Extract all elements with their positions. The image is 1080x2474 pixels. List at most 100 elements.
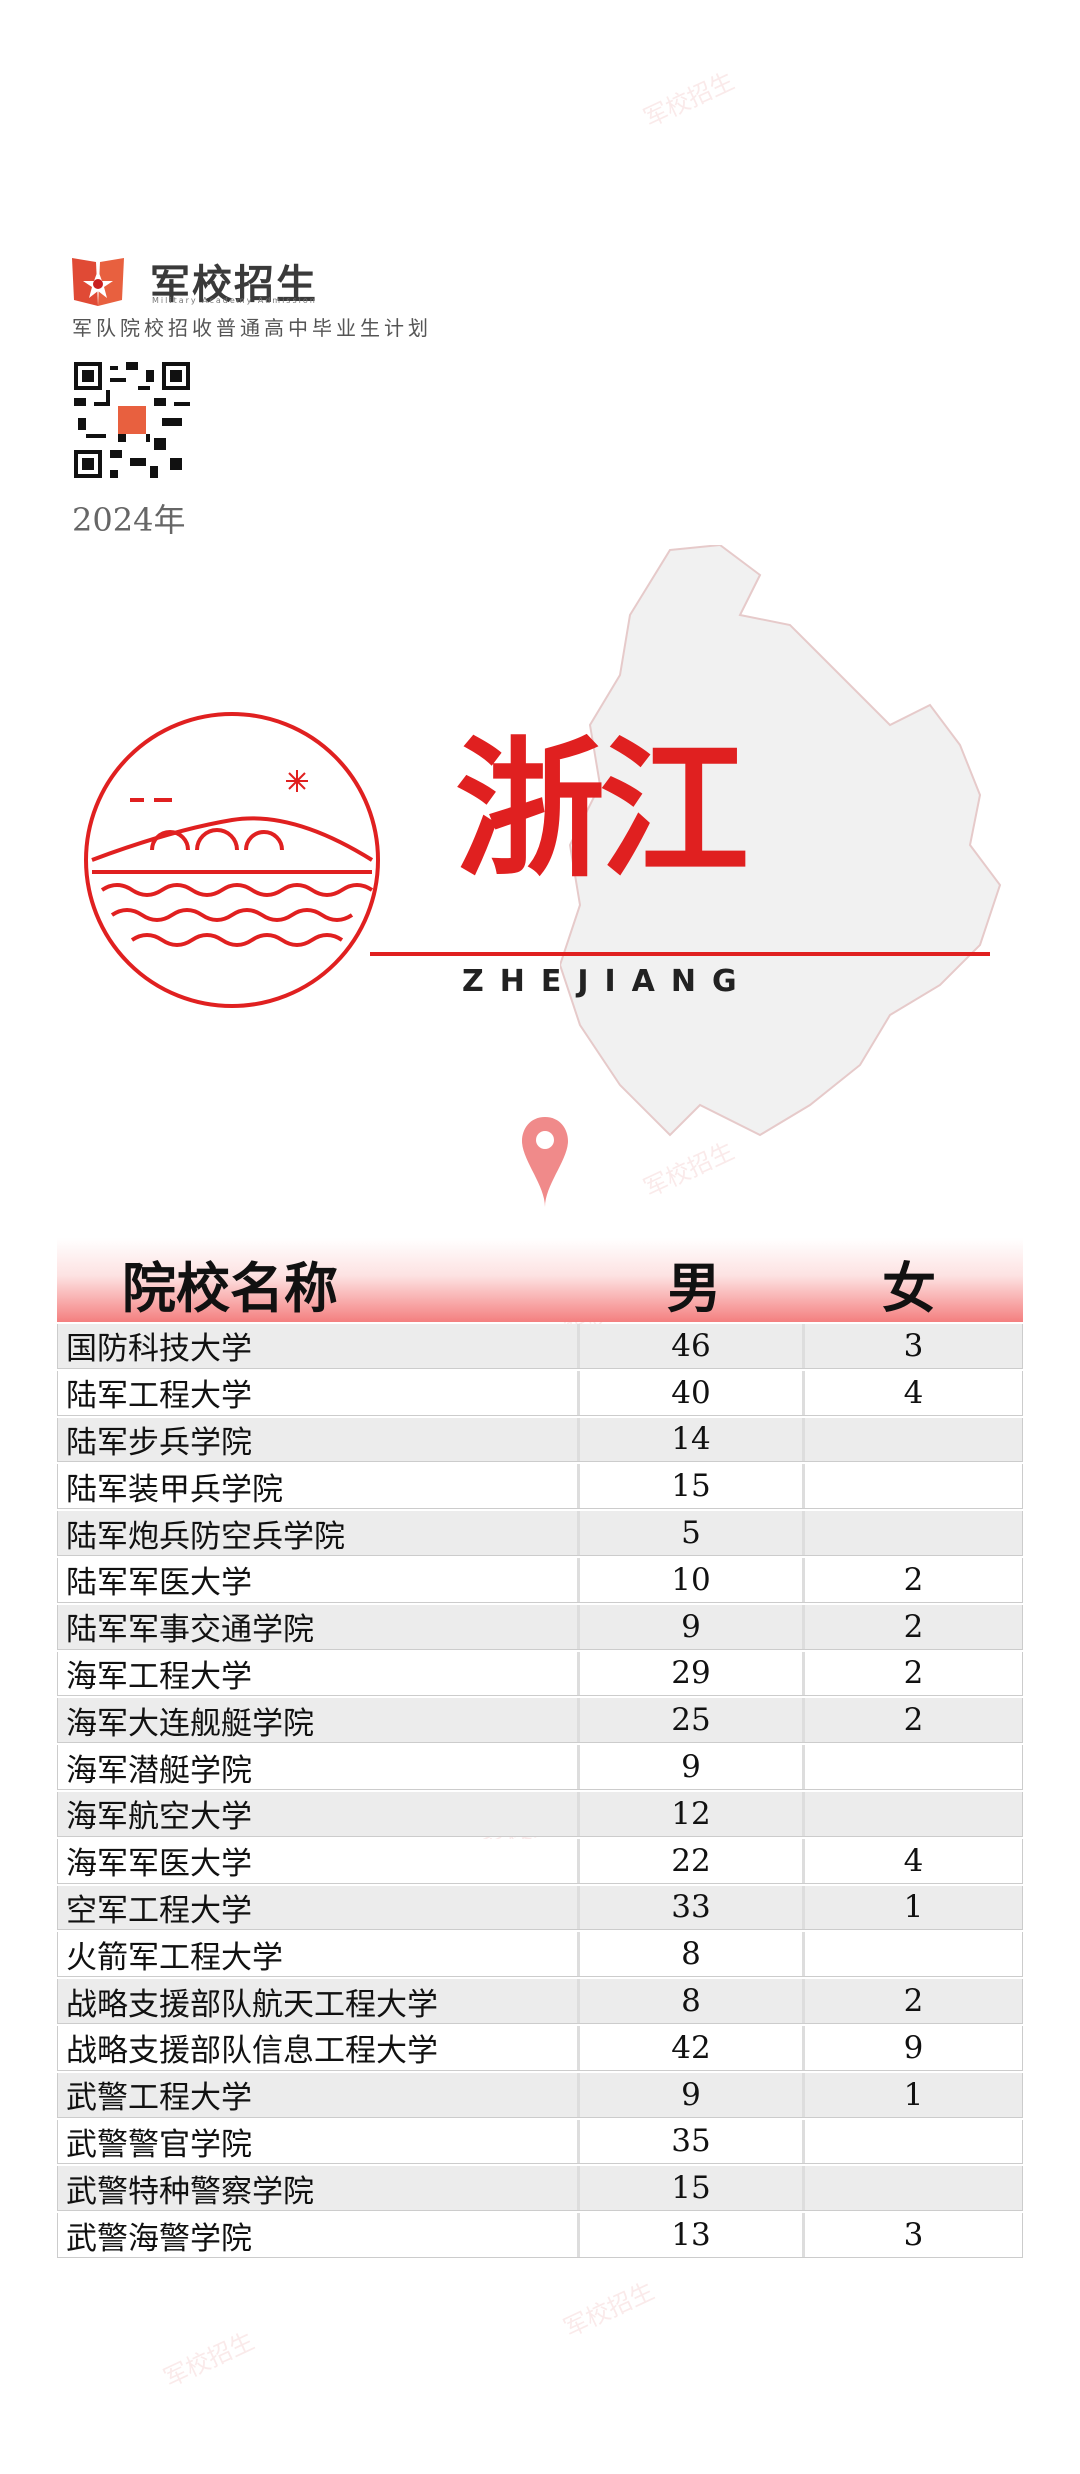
admission-plan-table: 院校名称 男 女 国防科技大学 46 3 陆军工程大学 40 4 陆军步兵学院 14 陆军装甲兵… [57,1238,1023,2258]
watermark: 军校招生 [159,2326,259,2393]
school-name: 海军航空大学 [58,1791,580,1836]
table-body: 国防科技大学 46 3 陆军工程大学 40 4 陆军步兵学院 14 陆军装甲兵学院 15 陆军炮兵防… [57,1324,1023,2258]
female-count: 1 [903,2076,924,2113]
female-count: 1 [903,1889,924,1926]
qr-code[interactable] [74,362,190,478]
table-row: 战略支援部队信息工程大学 42 9 [57,2025,1023,2071]
female-count [805,1745,1022,1789]
female-count: 3 [903,2217,924,2254]
table-row: 武警警官学院 35 [57,2119,1023,2165]
watermark: 军校招生 [639,1136,739,1203]
male-count: 15 [580,1464,805,1509]
header-school-name: 院校名称 [122,1257,338,1320]
male-count: 35 [580,2119,805,2164]
female-count: 4 [903,1842,924,1879]
male-count: 15 [580,2166,805,2211]
table-header: 院校名称 男 女 [57,1238,1023,1322]
school-name: 陆军装甲兵学院 [58,1464,580,1509]
school-name: 海军工程大学 [58,1651,580,1696]
female-count [805,2120,1022,2164]
location-pin-icon [522,1117,568,1207]
brand-tagline: Military Academy Admission [152,296,317,305]
school-name: 武警海警学院 [58,2213,580,2257]
logo-icon [72,258,124,306]
school-name: 武警特种警察学院 [58,2166,580,2211]
school-name: 战略支援部队信息工程大学 [58,2025,580,2070]
table-row: 陆军工程大学 40 4 [57,1370,1023,1416]
page-subtitle: 军队院校招收普通高中毕业生计划 [72,316,432,340]
school-name: 火箭军工程大学 [58,1932,580,1977]
table-row: 火箭军工程大学 8 [57,1932,1023,1978]
table-row: 国防科技大学 46 3 [57,1324,1023,1369]
male-count: 12 [580,1791,805,1836]
male-count: 9 [580,2072,805,2117]
female-count [805,1511,1022,1555]
table-row: 陆军装甲兵学院 15 [57,1464,1023,1510]
male-count: 25 [580,1698,805,1743]
year-label: 2024年 [72,501,186,539]
male-count: 42 [580,2025,805,2070]
table-row: 海军大连舰艇学院 25 2 [57,1698,1023,1744]
school-name: 海军潜艇学院 [58,1745,580,1789]
female-count: 2 [903,1655,924,1692]
watermark: 军校招生 [559,2276,659,2343]
male-count: 46 [580,1324,805,1368]
female-count: 4 [903,1374,924,1411]
province-name: 浙江 [455,722,749,898]
school-name: 陆军军医大学 [58,1557,580,1602]
table-row: 海军潜艇学院 9 [57,1745,1023,1790]
divider [370,952,990,956]
table-row: 海军军医大学 22 4 [57,1838,1023,1884]
female-count [805,1932,1022,1976]
male-count: 5 [580,1511,805,1555]
male-count: 14 [580,1417,805,1462]
header-male: 男 [667,1257,721,1320]
female-count [805,1792,1022,1836]
female-count: 2 [903,1702,924,1739]
school-name: 陆军步兵学院 [58,1417,580,1462]
school-name: 国防科技大学 [58,1324,580,1368]
province-pinyin: ZHEJIANG [462,964,753,999]
province-map-silhouette [560,545,1002,1137]
school-name: 海军军医大学 [58,1838,580,1883]
male-count: 9 [580,1745,805,1789]
table-row: 陆军炮兵防空兵学院 5 [57,1511,1023,1556]
female-count: 2 [903,1983,924,2020]
table-row: 空军工程大学 33 1 [57,1885,1023,1931]
header-female: 女 [882,1257,936,1320]
male-count: 33 [580,1885,805,1930]
brand-name: 军校招生 [150,262,318,308]
male-count: 8 [580,1932,805,1977]
school-name: 武警警官学院 [58,2119,580,2164]
table-row: 陆军军事交通学院 9 2 [57,1604,1023,1650]
table-row: 陆军军医大学 10 2 [57,1557,1023,1603]
table-row: 武警工程大学 9 1 [57,2072,1023,2118]
female-count: 9 [903,2029,924,2066]
male-count: 22 [580,1838,805,1883]
male-count: 9 [580,1604,805,1649]
school-name: 陆军炮兵防空兵学院 [58,1511,580,1555]
female-count: 2 [903,1561,924,1598]
table-row: 海军航空大学 12 [57,1791,1023,1837]
table-row: 陆军步兵学院 14 [57,1417,1023,1463]
school-name: 武警工程大学 [58,2072,580,2117]
table-row: 武警海警学院 13 3 [57,2213,1023,2258]
male-count: 10 [580,1557,805,1602]
province-emblem-icon [84,712,380,1008]
female-count [805,1464,1022,1508]
table-row: 战略支援部队航天工程大学 8 2 [57,1979,1023,2024]
school-name: 海军大连舰艇学院 [58,1698,580,1743]
table-row: 海军工程大学 29 2 [57,1651,1023,1697]
school-name: 陆军工程大学 [58,1370,580,1415]
male-count: 13 [580,2213,805,2257]
school-name: 空军工程大学 [58,1885,580,1930]
school-name: 陆军军事交通学院 [58,1604,580,1649]
table-row: 武警特种警察学院 15 [57,2166,1023,2212]
male-count: 29 [580,1651,805,1696]
school-name: 战略支援部队航天工程大学 [58,1979,580,2023]
female-count [805,1418,1022,1462]
female-count: 2 [903,1608,924,1645]
watermark: 军校招生 [639,66,739,133]
female-count [805,2166,1022,2210]
male-count: 8 [580,1979,805,2023]
